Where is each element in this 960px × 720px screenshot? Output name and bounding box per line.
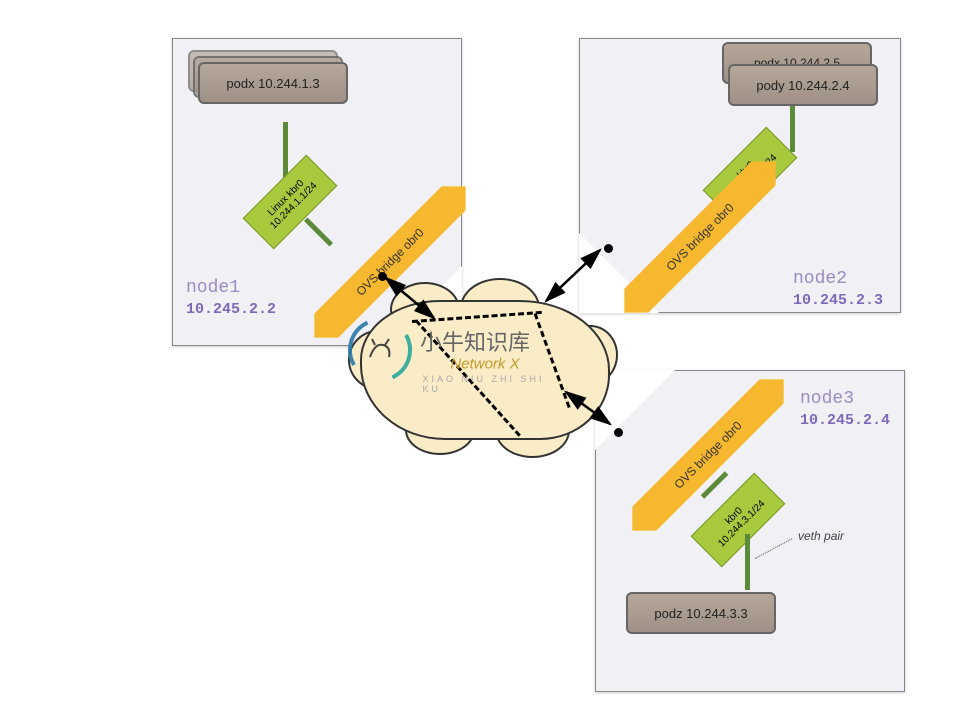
node2-pod: pody 10.244.2.4: [728, 64, 878, 106]
node2-label: node2 10.245.2.3: [793, 268, 883, 311]
diagram-canvas: node1 10.245.2.2 node2 10.245.2.3 node3 …: [0, 0, 960, 720]
node2-conn1: [790, 106, 795, 152]
node3-pod: podz 10.244.3.3: [626, 592, 776, 634]
node1-conn1: [283, 122, 288, 178]
node2-ip: 10.245.2.3: [793, 291, 883, 311]
node1-dot: [378, 272, 387, 281]
node1-pod-label: podx 10.244.1.3: [226, 76, 319, 91]
node1-pod: podx 10.244.1.3: [198, 62, 348, 104]
node1-ip: 10.245.2.2: [186, 300, 276, 320]
node1-label: node1 10.245.2.2: [186, 277, 276, 320]
node3-label: node3 10.245.2.4: [800, 388, 890, 431]
node3-conn2: [745, 534, 750, 590]
watermark-text: 小牛知识库: [420, 325, 530, 357]
node2-name: node2: [793, 268, 883, 291]
node3-ip: 10.245.2.4: [800, 411, 890, 431]
cloud-label: Network X: [450, 356, 519, 373]
watermark-logo-icon: [345, 315, 415, 385]
veth-label: veth pair: [798, 529, 844, 543]
node2-dot: [604, 244, 613, 253]
node3-name: node3: [800, 388, 890, 411]
node2-pod-label: pody 10.244.2.4: [756, 78, 849, 93]
watermark-subtext: XIAO NIU ZHI SHI KU: [423, 374, 548, 394]
node3-pod-label: podz 10.244.3.3: [654, 606, 747, 621]
node1-name: node1: [186, 277, 276, 300]
node3-dot: [614, 428, 623, 437]
